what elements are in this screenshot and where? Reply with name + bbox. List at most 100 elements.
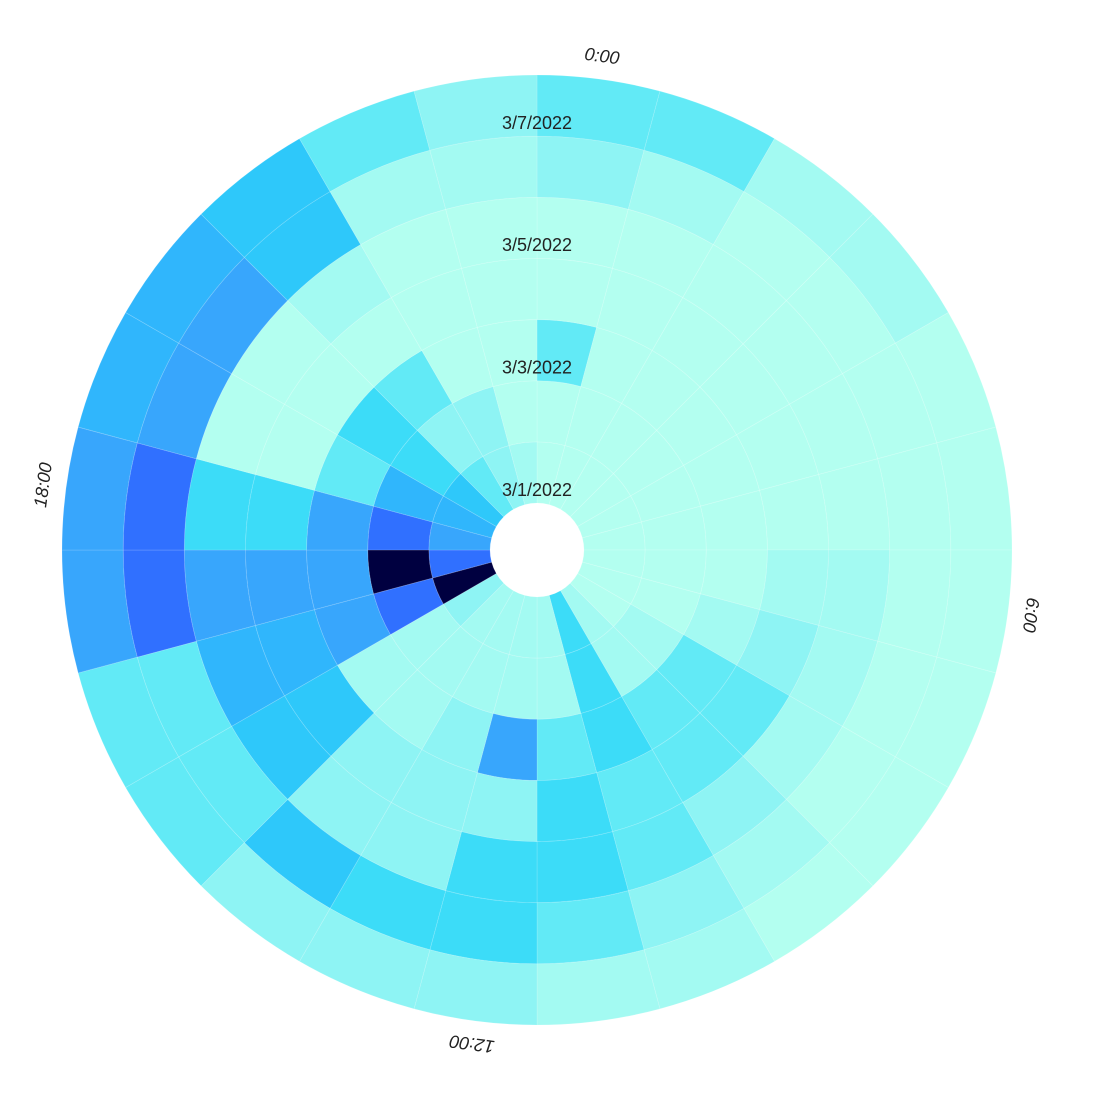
heat-cell — [482, 590, 526, 655]
heat-cell — [577, 495, 642, 539]
heat-cell — [699, 343, 791, 436]
radial-tick-label: 3/7/2022 — [502, 113, 572, 133]
heat-cell — [564, 385, 623, 457]
heat-cell — [508, 441, 538, 506]
heat-cell — [283, 664, 375, 757]
heat-cell — [743, 842, 874, 962]
heat-cell — [743, 138, 874, 258]
heat-cell — [432, 495, 497, 539]
heat-cell — [413, 949, 538, 1026]
heat-cell — [536, 196, 629, 269]
heat-cell — [476, 713, 538, 781]
heat-cell — [61, 426, 138, 551]
heat-cell — [559, 582, 615, 645]
radial-tick-label: 3/3/2022 — [502, 357, 572, 377]
heat-cell — [581, 549, 646, 579]
heat-cell — [373, 349, 453, 431]
heat-cell — [640, 549, 707, 595]
heat-cell — [125, 213, 245, 344]
heat-cell — [877, 549, 952, 658]
heat-cell — [200, 842, 331, 962]
angular-tick-label: 12:00 — [448, 1031, 495, 1057]
heat-cell — [651, 712, 744, 804]
heat-cell — [442, 572, 505, 628]
heat-cell — [508, 594, 538, 659]
heat-cell — [548, 445, 592, 510]
heat-cell — [77, 656, 180, 789]
heat-cell — [536, 380, 582, 447]
heat-cell — [313, 593, 391, 666]
heat-cell — [178, 256, 289, 375]
heat-cell — [651, 296, 744, 388]
heat-cell — [125, 756, 245, 887]
heat-cell — [548, 590, 592, 655]
heat-cell — [306, 489, 374, 551]
radial-tick-label: 3/5/2022 — [502, 235, 572, 255]
heat-cell — [818, 458, 891, 551]
heat-cell — [759, 549, 829, 626]
heat-cell — [183, 458, 256, 551]
heat-cell — [492, 380, 538, 447]
heat-cell — [429, 890, 538, 965]
heat-cell — [569, 472, 632, 528]
heat-cell — [829, 213, 949, 344]
heat-cell — [373, 669, 453, 751]
heat-cell — [536, 74, 661, 151]
heat-cell — [461, 772, 538, 842]
heat-cell — [818, 549, 891, 642]
heat-cell — [621, 349, 701, 431]
heat-cell — [536, 135, 645, 210]
heat-cell — [245, 474, 315, 551]
heat-cell — [413, 74, 538, 151]
heat-cell — [590, 402, 658, 475]
heat-cell — [330, 296, 423, 388]
heat-cell — [476, 319, 538, 387]
heat-cell — [243, 798, 362, 909]
heat-cell — [459, 455, 515, 518]
heat-cell — [492, 653, 538, 720]
heat-cell — [841, 640, 938, 758]
angular-tick-label: 6:00 — [1019, 596, 1043, 633]
heat-cell — [445, 831, 538, 904]
heat-cell — [683, 593, 761, 666]
heat-cell — [700, 549, 768, 611]
heat-cell — [482, 445, 526, 510]
heat-cell — [683, 434, 761, 507]
radial-tick-label: 3/1/2022 — [502, 480, 572, 500]
heat-cell — [536, 258, 613, 328]
heat-cell — [656, 634, 738, 714]
heat-cell — [329, 854, 447, 951]
heat-cell — [122, 442, 197, 551]
heat-cell — [536, 441, 566, 506]
heat-cell — [200, 138, 331, 258]
heat-cell — [894, 311, 997, 444]
heat-cell — [372, 464, 444, 523]
heat-cell — [421, 326, 494, 404]
heat-cell — [445, 196, 538, 269]
heat-cell — [336, 386, 418, 466]
heat-cell — [429, 135, 538, 210]
heat-cell — [536, 949, 661, 1026]
heat-cell — [627, 149, 745, 246]
heat-cell — [580, 326, 653, 404]
heat-cell — [451, 643, 510, 715]
heat-cell — [536, 319, 598, 387]
heat-cell — [183, 549, 256, 642]
angular-tick-label: 18:00 — [30, 461, 56, 508]
heat-cell — [298, 90, 431, 193]
heat-cell — [936, 549, 1013, 674]
heat-cell — [461, 258, 538, 328]
heat-cell — [367, 505, 434, 551]
heat-cell — [136, 342, 233, 460]
heat-cell — [61, 549, 138, 674]
heat-cell — [643, 907, 776, 1010]
angular-tick-label: 0:00 — [583, 44, 620, 68]
heat-cell — [432, 561, 497, 605]
heat-cell — [421, 696, 494, 774]
heat-cell — [580, 696, 653, 774]
heat-cell — [536, 831, 629, 904]
heat-cell — [428, 521, 493, 551]
heat-cell — [630, 577, 702, 636]
heat-cell — [829, 756, 949, 887]
